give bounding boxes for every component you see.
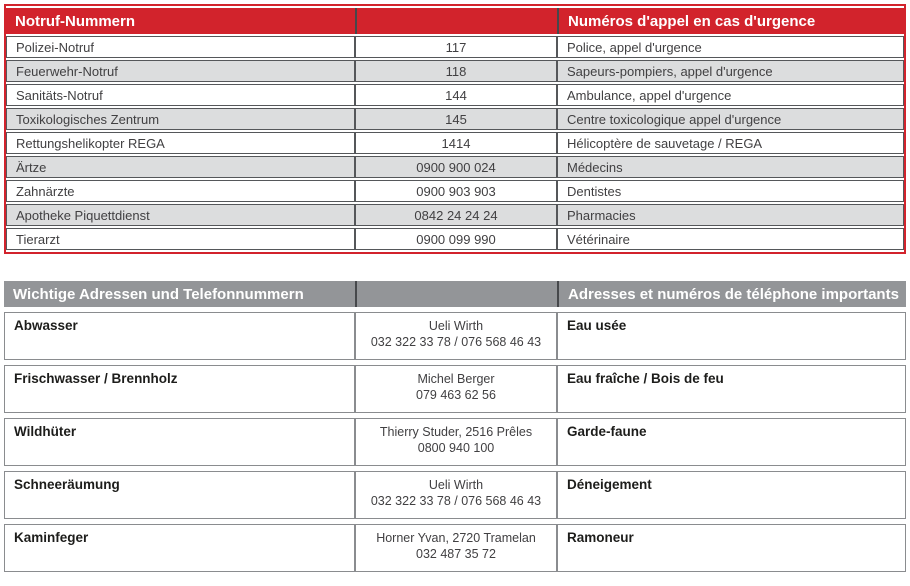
emergency-number: 117 <box>355 36 557 58</box>
addresses-label-fr: Déneigement <box>557 471 906 519</box>
addresses-label-de: Abwasser <box>4 312 355 360</box>
addresses-label-fr: Ramoneur <box>557 524 906 572</box>
addresses-table: Wichtige Adressen und Telefonnummern Adr… <box>4 276 906 577</box>
contact-phone: 079 463 62 56 <box>416 388 496 402</box>
emergency-label-de: Ärtze <box>6 156 355 178</box>
emergency-label-fr: Sapeurs-pompiers, appel d'urgence <box>557 60 904 82</box>
emergency-label-de: Toxikologisches Zentrum <box>6 108 355 130</box>
contact-name: Ueli Wirth <box>428 478 484 492</box>
emergency-header-row: Notruf-Nummern Numéros d'appel en cas d'… <box>6 8 904 34</box>
emergency-number: 0900 900 024 <box>355 156 557 178</box>
emergency-number: 0900 903 903 <box>355 180 557 202</box>
emergency-label-fr: Ambulance, appel d'urgence <box>557 84 904 106</box>
emergency-label-fr: Dentistes <box>557 180 904 202</box>
addresses-contact: Thierry Studer, 2516 Prêles 0800 940 100 <box>355 418 557 466</box>
addresses-contact: Michel Berger 079 463 62 56 <box>355 365 557 413</box>
addresses-header-de: Wichtige Adressen und Telefonnummern <box>4 281 355 307</box>
contact-phone: 032 322 33 78 / 076 568 46 43 <box>370 494 542 508</box>
emergency-row: Rettungshelikopter REGA 1414 Hélicoptère… <box>6 132 904 154</box>
addresses-label-fr: Garde-faune <box>557 418 906 466</box>
emergency-row: Ärtze 0900 900 024 Médecins <box>6 156 904 178</box>
emergency-header-spacer <box>355 8 557 34</box>
contact-phone: 032 487 35 72 <box>416 547 496 561</box>
emergency-label-de: Sanitäts-Notruf <box>6 84 355 106</box>
contact-phone: 032 322 33 78 / 076 568 46 43 <box>370 335 542 349</box>
tables-gap <box>4 254 906 276</box>
emergency-number: 118 <box>355 60 557 82</box>
addresses-row: Wildhüter Thierry Studer, 2516 Prêles 08… <box>4 418 906 466</box>
emergency-label-de: Feuerwehr-Notruf <box>6 60 355 82</box>
addresses-label-de: Frischwasser / Brennholz <box>4 365 355 413</box>
emergency-number: 0900 099 990 <box>355 228 557 250</box>
addresses-row: Abwasser Ueli Wirth 032 322 33 78 / 076 … <box>4 312 906 360</box>
emergency-label-fr: Vétérinaire <box>557 228 904 250</box>
emergency-row: Tierarzt 0900 099 990 Vétérinaire <box>6 228 904 250</box>
emergency-label-fr: Hélicoptère de sauvetage / REGA <box>557 132 904 154</box>
addresses-row: Kaminfeger Horner Yvan, 2720 Tramelan 03… <box>4 524 906 572</box>
addresses-header-fr: Adresses et numéros de téléphone importa… <box>557 281 906 307</box>
addresses-header-spacer <box>355 281 557 307</box>
emergency-row: Toxikologisches Zentrum 145 Centre toxic… <box>6 108 904 130</box>
addresses-row: Schneeräumung Ueli Wirth 032 322 33 78 /… <box>4 471 906 519</box>
addresses-label-de: Wildhüter <box>4 418 355 466</box>
addresses-contact: Horner Yvan, 2720 Tramelan 032 487 35 72 <box>355 524 557 572</box>
emergency-label-fr: Pharmacies <box>557 204 904 226</box>
emergency-label-fr: Médecins <box>557 156 904 178</box>
emergency-table: Notruf-Nummern Numéros d'appel en cas d'… <box>6 6 904 252</box>
addresses-header-row: Wichtige Adressen und Telefonnummern Adr… <box>4 281 906 307</box>
emergency-label-de: Apotheke Piquettdienst <box>6 204 355 226</box>
emergency-label-de: Rettungshelikopter REGA <box>6 132 355 154</box>
emergency-header-de: Notruf-Nummern <box>6 8 355 34</box>
emergency-row: Sanitäts-Notruf 144 Ambulance, appel d'u… <box>6 84 904 106</box>
addresses-label-fr: Eau fraîche / Bois de feu <box>557 365 906 413</box>
contact-name: Horner Yvan, 2720 Tramelan <box>376 531 536 545</box>
emergency-row: Zahnärzte 0900 903 903 Dentistes <box>6 180 904 202</box>
addresses-row: Frischwasser / Brennholz Michel Berger 0… <box>4 365 906 413</box>
emergency-label-fr: Centre toxicologique appel d'urgence <box>557 108 904 130</box>
emergency-label-de: Polizei-Notruf <box>6 36 355 58</box>
emergency-row: Feuerwehr-Notruf 118 Sapeurs-pompiers, a… <box>6 60 904 82</box>
emergency-number: 144 <box>355 84 557 106</box>
emergency-label-de: Zahnärzte <box>6 180 355 202</box>
contact-name: Thierry Studer, 2516 Prêles <box>379 425 533 439</box>
emergency-label-fr: Police, appel d'urgence <box>557 36 904 58</box>
contact-phone: 0800 940 100 <box>417 441 495 455</box>
emergency-number: 0842 24 24 24 <box>355 204 557 226</box>
addresses-contact: Ueli Wirth 032 322 33 78 / 076 568 46 43 <box>355 471 557 519</box>
emergency-table-frame: Notruf-Nummern Numéros d'appel en cas d'… <box>4 4 906 254</box>
contact-name: Ueli Wirth <box>428 319 484 333</box>
emergency-row: Apotheke Piquettdienst 0842 24 24 24 Pha… <box>6 204 904 226</box>
contact-name: Michel Berger <box>417 372 495 386</box>
addresses-label-fr: Eau usée <box>557 312 906 360</box>
addresses-label-de: Schneeräumung <box>4 471 355 519</box>
emergency-label-de: Tierarzt <box>6 228 355 250</box>
emergency-row: Polizei-Notruf 117 Police, appel d'urgen… <box>6 36 904 58</box>
addresses-contact: Ueli Wirth 032 322 33 78 / 076 568 46 43 <box>355 312 557 360</box>
emergency-number: 1414 <box>355 132 557 154</box>
emergency-number: 145 <box>355 108 557 130</box>
emergency-header-fr: Numéros d'appel en cas d'urgence <box>557 8 904 34</box>
addresses-label-de: Kaminfeger <box>4 524 355 572</box>
